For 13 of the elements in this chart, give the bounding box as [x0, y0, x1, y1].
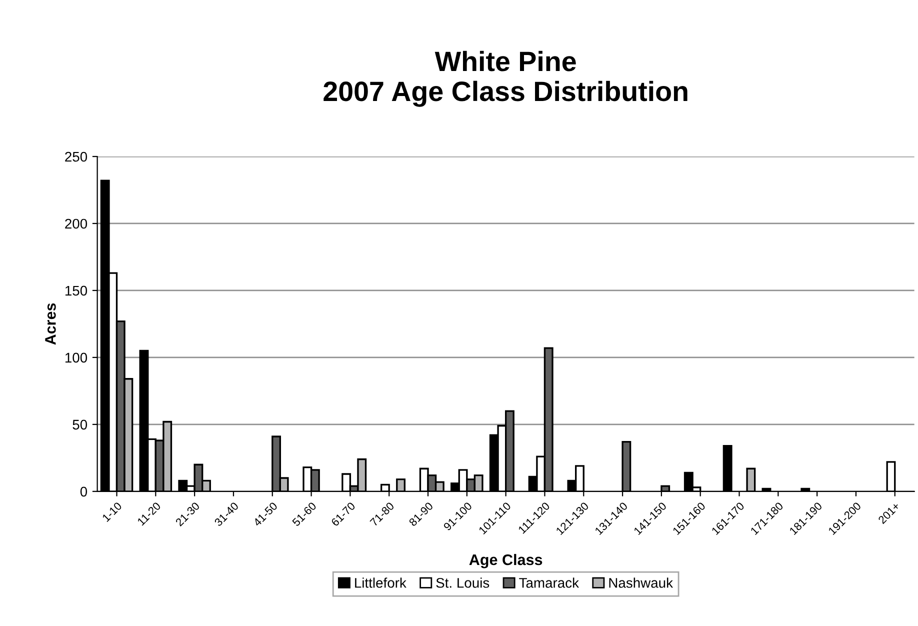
y-tick-label: 0 [80, 486, 88, 497]
y-tick-label: 250 [65, 152, 88, 162]
y-tick-label: 100 [65, 352, 88, 363]
legend-label: Littlefork [355, 578, 406, 588]
y-axis-title: Acres [45, 303, 56, 345]
y-tick-label: 50 [72, 420, 88, 430]
chart-title: White Pine 2007 Age Class Distribution [324, 50, 688, 107]
x-axis-title: Age Class [469, 554, 542, 568]
y-tick-label: 200 [65, 218, 88, 229]
legend-label: Nashwauk [609, 578, 674, 588]
y-tick-label: 150 [65, 286, 88, 296]
legend-label: Tamarack [519, 578, 579, 588]
legend-label: St. Louis [436, 578, 490, 588]
